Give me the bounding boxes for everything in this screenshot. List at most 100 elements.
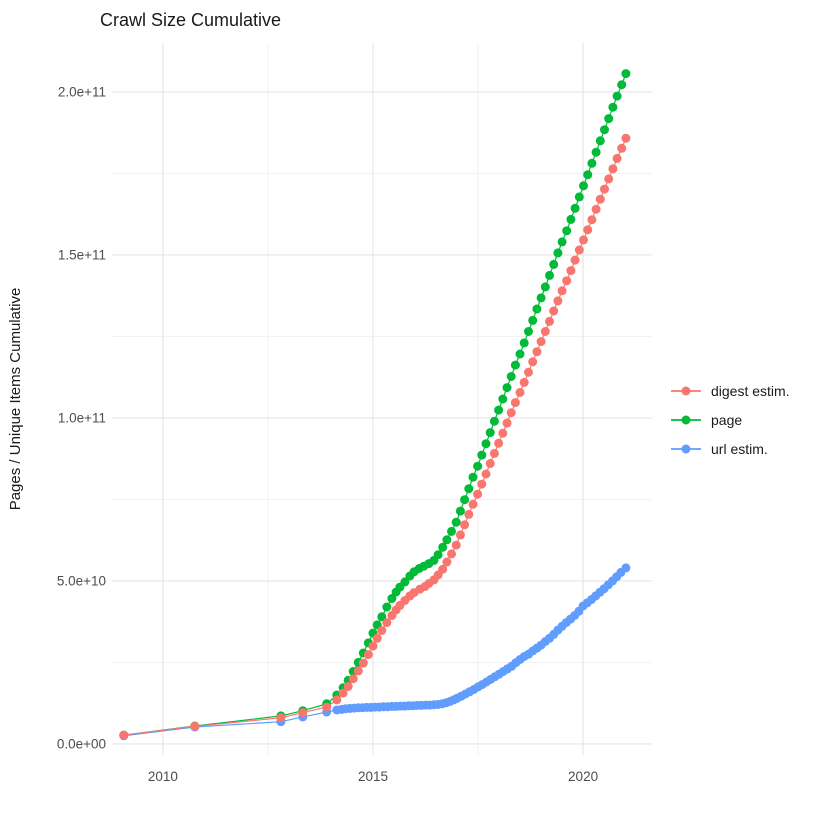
data-point-digest-estim: [442, 557, 452, 567]
data-point-page: [549, 259, 559, 269]
data-point-page: [438, 542, 448, 552]
data-point-digest-estim: [545, 316, 554, 326]
data-point-digest-estim: [595, 194, 605, 204]
legend-key-point: [681, 386, 691, 396]
data-point-digest-estim: [604, 174, 614, 184]
data-point-page: [460, 495, 470, 505]
data-point-digest-estim: [553, 296, 563, 306]
data-point-digest-estim: [363, 650, 373, 660]
data-point-digest-estim: [348, 674, 358, 684]
data-point-digest-estim: [447, 549, 456, 559]
y-tick-label: 2.0e+11: [58, 84, 106, 99]
data-point-digest-estim: [468, 499, 478, 509]
data-point-page: [451, 517, 461, 527]
data-point-page: [608, 102, 618, 112]
data-point-digest-estim: [540, 327, 550, 336]
data-point-digest-estim: [460, 520, 470, 530]
data-point-page: [553, 248, 563, 258]
data-point-page: [400, 577, 410, 587]
data-point-page: [566, 214, 576, 224]
data-point-digest-estim: [502, 418, 512, 428]
data-point-digest-estim: [451, 540, 461, 550]
data-point-digest-estim: [332, 695, 342, 705]
x-axis-tick-labels: 2010 2015 2020: [148, 769, 598, 784]
data-point-digest-estim: [515, 388, 525, 397]
data-point-digest-estim: [549, 306, 559, 316]
data-point-digest-estim: [481, 469, 491, 479]
data-point-digest-estim: [298, 708, 308, 718]
data-point-digest-estim: [557, 286, 567, 296]
data-point-page: [473, 461, 483, 471]
legend-key-point: [681, 444, 691, 454]
data-point-page: [579, 181, 588, 191]
data-point-digest-estim: [377, 626, 387, 635]
data-point-digest-estim: [485, 459, 495, 468]
data-point-page: [557, 237, 567, 247]
data-point-digest-estim: [562, 276, 572, 286]
data-point-digest-estim: [536, 337, 546, 347]
data-point-page: [587, 158, 597, 168]
data-point-url-estim: [621, 563, 631, 573]
y-tick-label: 5.0e+10: [57, 573, 106, 588]
data-point-digest-estim: [455, 530, 465, 540]
data-point-digest-estim: [119, 730, 129, 740]
data-point-page: [591, 147, 601, 157]
series-digest-estim: [119, 133, 631, 740]
data-point-page: [464, 484, 474, 494]
legend-key-point: [681, 415, 691, 425]
data-point-digest-estim: [498, 428, 508, 438]
data-point-page: [536, 293, 546, 303]
y-axis-title: Pages / Unique Items Cumulative: [7, 288, 24, 511]
data-point-page: [442, 535, 452, 545]
data-point-page: [447, 526, 456, 536]
data-point-digest-estim: [353, 666, 363, 676]
data-point-page: [612, 91, 622, 101]
data-point-digest-estim: [343, 682, 353, 691]
data-point-digest-estim: [524, 367, 533, 377]
data-point-digest-estim: [600, 184, 609, 194]
data-point-page: [494, 405, 504, 415]
data-point-digest-estim: [276, 713, 286, 723]
data-point-page: [387, 594, 397, 603]
data-point-page: [540, 282, 550, 292]
data-series-layer: [119, 69, 631, 741]
data-point-page: [515, 349, 525, 359]
data-point-page: [433, 550, 443, 560]
chart-title: Crawl Size Cumulative: [100, 10, 281, 30]
gridlines-minor: [112, 43, 652, 755]
data-point-digest-estim: [358, 658, 368, 668]
data-point-page: [506, 372, 516, 381]
data-point-digest-estim: [477, 479, 487, 489]
data-point-page: [570, 203, 580, 213]
data-point-page: [617, 80, 627, 90]
x-tick-label: 2020: [568, 769, 598, 784]
data-point-page: [574, 192, 584, 202]
data-point-page: [455, 506, 465, 516]
y-tick-label: 1.0e+11: [58, 410, 106, 425]
data-point-page: [481, 439, 491, 449]
data-point-digest-estim: [473, 489, 483, 499]
data-point-page: [532, 304, 542, 314]
data-point-digest-estim: [574, 245, 584, 255]
data-point-digest-estim: [382, 618, 392, 628]
data-point-digest-estim: [338, 688, 348, 698]
y-tick-label: 1.5e+11: [58, 247, 106, 262]
legend-item: url estim.: [671, 441, 768, 457]
data-point-page: [510, 360, 520, 370]
legend-item: page: [671, 412, 742, 428]
data-point-page: [468, 472, 478, 482]
data-point-page: [485, 428, 495, 438]
y-axis-tick-labels: 0.0e+00 5.0e+10 1.0e+11 1.5e+11 2.0e+11: [57, 84, 106, 751]
data-point-digest-estim: [528, 357, 538, 367]
data-point-digest-estim: [579, 235, 588, 245]
data-point-digest-estim: [617, 143, 627, 153]
data-point-digest-estim: [489, 448, 499, 458]
data-point-digest-estim: [368, 641, 378, 651]
data-point-digest-estim: [587, 215, 597, 225]
data-point-page: [545, 270, 554, 280]
y-tick-label: 0.0e+00: [57, 736, 106, 751]
data-point-digest-estim: [566, 266, 576, 276]
data-point-digest-estim: [372, 633, 382, 643]
data-point-page: [524, 327, 533, 336]
data-point-page: [528, 315, 538, 325]
